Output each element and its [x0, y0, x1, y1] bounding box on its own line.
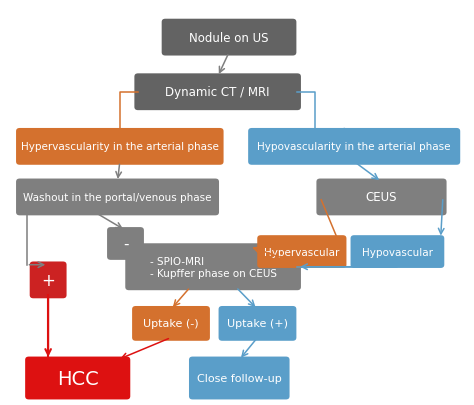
FancyBboxPatch shape	[257, 236, 346, 268]
FancyBboxPatch shape	[125, 244, 301, 290]
Text: Hypervascularity in the arterial phase: Hypervascularity in the arterial phase	[21, 142, 219, 152]
FancyBboxPatch shape	[16, 179, 219, 216]
Text: - SPIO-MRI
- Kupffer phase on CEUS: - SPIO-MRI - Kupffer phase on CEUS	[150, 256, 277, 278]
FancyBboxPatch shape	[219, 306, 296, 341]
Text: -: -	[123, 237, 128, 252]
FancyBboxPatch shape	[189, 357, 290, 399]
FancyBboxPatch shape	[16, 129, 224, 165]
Text: Washout in the portal/venous phase: Washout in the portal/venous phase	[23, 192, 212, 202]
Text: Uptake (+): Uptake (+)	[227, 319, 288, 328]
FancyBboxPatch shape	[107, 228, 144, 260]
FancyBboxPatch shape	[30, 262, 66, 298]
Text: Hypervascular: Hypervascular	[264, 247, 339, 257]
Text: Uptake (-): Uptake (-)	[143, 319, 199, 328]
FancyBboxPatch shape	[25, 357, 130, 399]
FancyBboxPatch shape	[317, 179, 447, 216]
FancyBboxPatch shape	[132, 306, 210, 341]
Text: Hypovascularity in the arterial phase: Hypovascularity in the arterial phase	[257, 142, 451, 152]
Text: HCC: HCC	[57, 369, 99, 388]
FancyBboxPatch shape	[162, 20, 296, 56]
Text: Nodule on US: Nodule on US	[189, 32, 269, 45]
Text: CEUS: CEUS	[366, 191, 397, 204]
FancyBboxPatch shape	[351, 236, 444, 268]
Text: Dynamic CT / MRI: Dynamic CT / MRI	[165, 86, 270, 99]
Text: Hypovascular: Hypovascular	[362, 247, 433, 257]
FancyBboxPatch shape	[134, 74, 301, 111]
FancyBboxPatch shape	[248, 129, 460, 165]
Text: +: +	[41, 271, 55, 289]
Text: Close follow-up: Close follow-up	[197, 373, 282, 383]
